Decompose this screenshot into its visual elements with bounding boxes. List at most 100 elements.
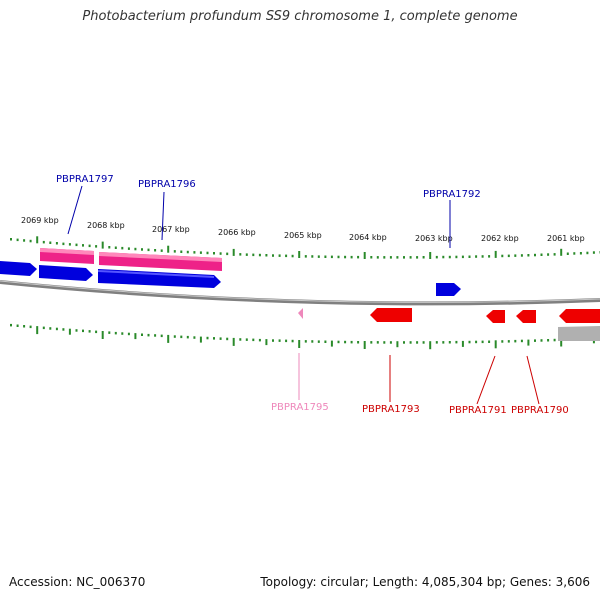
tick-mark [55, 327, 58, 331]
tick-mark [55, 242, 58, 245]
tick-mark [357, 255, 360, 259]
gene-label[interactable]: PBPRA1796 [138, 179, 196, 190]
tick-mark [560, 248, 563, 256]
gene-label[interactable]: PBPRA1792 [423, 189, 481, 200]
tick-mark [154, 249, 157, 252]
tick-mark [75, 329, 78, 332]
reverse-cds-pbpra1791[interactable] [486, 310, 505, 323]
tick-mark [49, 241, 52, 244]
tick-mark [278, 254, 281, 257]
tick-mark [199, 251, 202, 254]
tick-mark [245, 253, 248, 256]
forward-cds-pbpra1796[interactable] [98, 269, 221, 288]
forward-cds-features [0, 261, 461, 296]
lower-tick-track [10, 323, 600, 350]
tick-mark [494, 250, 497, 258]
tick-mark [173, 335, 176, 338]
tick-mark [285, 339, 288, 343]
tick-mark [199, 336, 202, 343]
scale-labels: 2069 kbp 2068 kbp 2067 kbp 2066 kbp 2065… [21, 216, 585, 243]
tick-mark [403, 341, 405, 344]
tick-mark [29, 239, 32, 243]
tick-mark [291, 339, 294, 343]
pseudo-feature-pbpra1795[interactable] [298, 308, 303, 319]
tick-mark [396, 341, 399, 348]
tick-mark [173, 250, 176, 253]
tick-mark [468, 255, 471, 258]
rna-feature-pbpra1797-top [40, 248, 94, 255]
tick-mark [252, 338, 255, 342]
tick-mark [507, 340, 510, 343]
tick-mark [258, 253, 261, 257]
tick-mark [62, 242, 65, 246]
tick-mark [317, 340, 320, 343]
tick-mark [219, 252, 222, 255]
tick-mark [226, 252, 229, 256]
rna-features [40, 248, 222, 271]
chromosome-backbone-highlight [0, 280, 600, 303]
tick-mark [520, 339, 523, 343]
tick-mark [514, 339, 517, 343]
tick-mark [409, 341, 412, 344]
tick-mark [547, 253, 550, 256]
upper-tick-track [10, 236, 600, 259]
tick-mark [82, 244, 84, 247]
tick-mark [416, 341, 419, 344]
tick-mark [592, 251, 595, 254]
tick-mark [95, 330, 98, 334]
tick-mark [42, 326, 45, 330]
tick-mark [363, 252, 366, 259]
tick-mark [147, 248, 150, 252]
tick-mark [75, 243, 78, 247]
tick-mark [160, 334, 163, 338]
tick-mark [108, 246, 111, 249]
tick-mark [540, 253, 543, 256]
forward-cds-pbpra1792[interactable] [436, 283, 461, 296]
tick-mark [468, 340, 471, 344]
tick-mark [298, 251, 301, 258]
scale-label: 2068 kbp [87, 221, 125, 230]
forward-cds-left-partial[interactable] [0, 261, 37, 276]
reverse-cds-pbpra1793[interactable] [370, 308, 412, 322]
scale-label: 2061 kbp [547, 234, 585, 243]
scale-label: 2069 kbp [21, 216, 59, 225]
tick-mark [186, 335, 189, 339]
gene-label[interactable]: PBPRA1791 [449, 405, 507, 416]
tick-mark [258, 338, 261, 342]
tick-mark [62, 328, 65, 331]
reverse-cds-pbpra1790[interactable] [516, 310, 536, 323]
tick-mark [566, 252, 569, 255]
gene-label[interactable]: PBPRA1793 [362, 404, 420, 415]
tick-mark [147, 333, 150, 337]
scale-label: 2064 kbp [349, 233, 387, 242]
tick-mark [501, 254, 504, 258]
chromosome-backbone [0, 280, 600, 306]
tick-mark [409, 256, 412, 259]
gene-label[interactable]: PBPRA1790 [511, 405, 569, 416]
forward-cds-pbpra1797[interactable] [39, 265, 93, 281]
gray-feature-right[interactable] [558, 326, 600, 341]
gene-labels: PBPRA1797 PBPRA1796 PBPRA1792 PBPRA1795 … [56, 174, 569, 416]
gene-label[interactable]: PBPRA1795 [271, 402, 329, 413]
tick-mark [422, 341, 425, 344]
tick-mark [95, 245, 98, 248]
tick-mark [370, 341, 373, 344]
tick-mark [586, 251, 589, 255]
tick-mark [226, 337, 229, 341]
tick-mark [167, 334, 170, 343]
tick-mark [317, 255, 320, 258]
tick-mark [265, 339, 268, 346]
reverse-cds-right-partial[interactable] [559, 309, 600, 323]
tick-mark [304, 340, 307, 343]
tick-mark [429, 252, 432, 259]
tick-mark [193, 336, 196, 339]
tick-mark [514, 254, 517, 257]
tick-mark [389, 341, 392, 344]
tick-mark [127, 332, 130, 336]
tick-mark [141, 248, 143, 251]
gene-label[interactable]: PBPRA1797 [56, 174, 114, 185]
tick-mark [455, 340, 458, 344]
tick-mark [42, 240, 45, 244]
tick-mark [193, 251, 196, 254]
tick-mark [488, 255, 491, 258]
